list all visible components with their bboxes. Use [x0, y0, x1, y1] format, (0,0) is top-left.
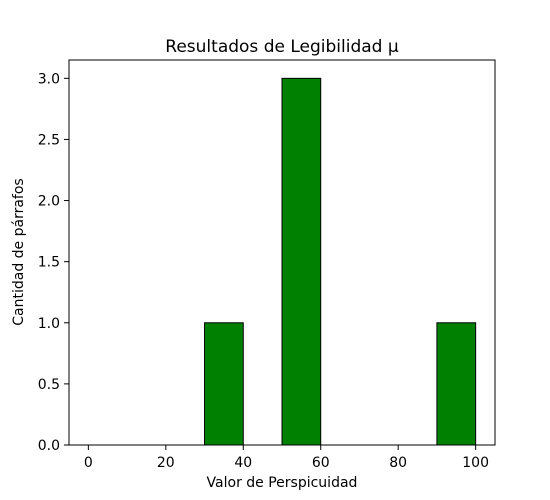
x-tick-label: 80 [389, 455, 407, 471]
histogram-bar-30-40 [204, 322, 244, 446]
y-tick-label: 1.5 [38, 255, 60, 271]
y-axis: 0.0 0.5 1.0 1.5 2.0 2.5 3.0 [38, 71, 69, 454]
y-tick-label: 3.0 [38, 71, 60, 87]
y-axis-label: Cantidad de párrafos [11, 178, 27, 325]
x-tick-label: 20 [157, 455, 175, 471]
x-tick-label: 100 [462, 455, 489, 471]
x-tick-label: 0 [84, 455, 93, 471]
y-tick-label: 1.0 [38, 316, 60, 332]
chart-title: Resultados de Legibilidad µ [165, 37, 399, 57]
y-tick-label: 0.5 [38, 377, 60, 393]
x-tick-label: 40 [234, 455, 252, 471]
bars-group [204, 77, 477, 446]
histogram-bar-50-60 [281, 77, 322, 446]
y-tick-label: 2.5 [38, 132, 60, 148]
x-axis: 0 20 40 60 80 100 [84, 445, 489, 471]
plot-frame [68, 59, 496, 446]
x-axis-label: Valor de Perspicuidad [207, 475, 358, 491]
x-tick-label: 60 [312, 455, 330, 471]
histogram-bar-90-100 [436, 322, 477, 446]
y-tick-label: 2.0 [38, 194, 60, 210]
y-tick-label: 0.0 [38, 438, 60, 454]
